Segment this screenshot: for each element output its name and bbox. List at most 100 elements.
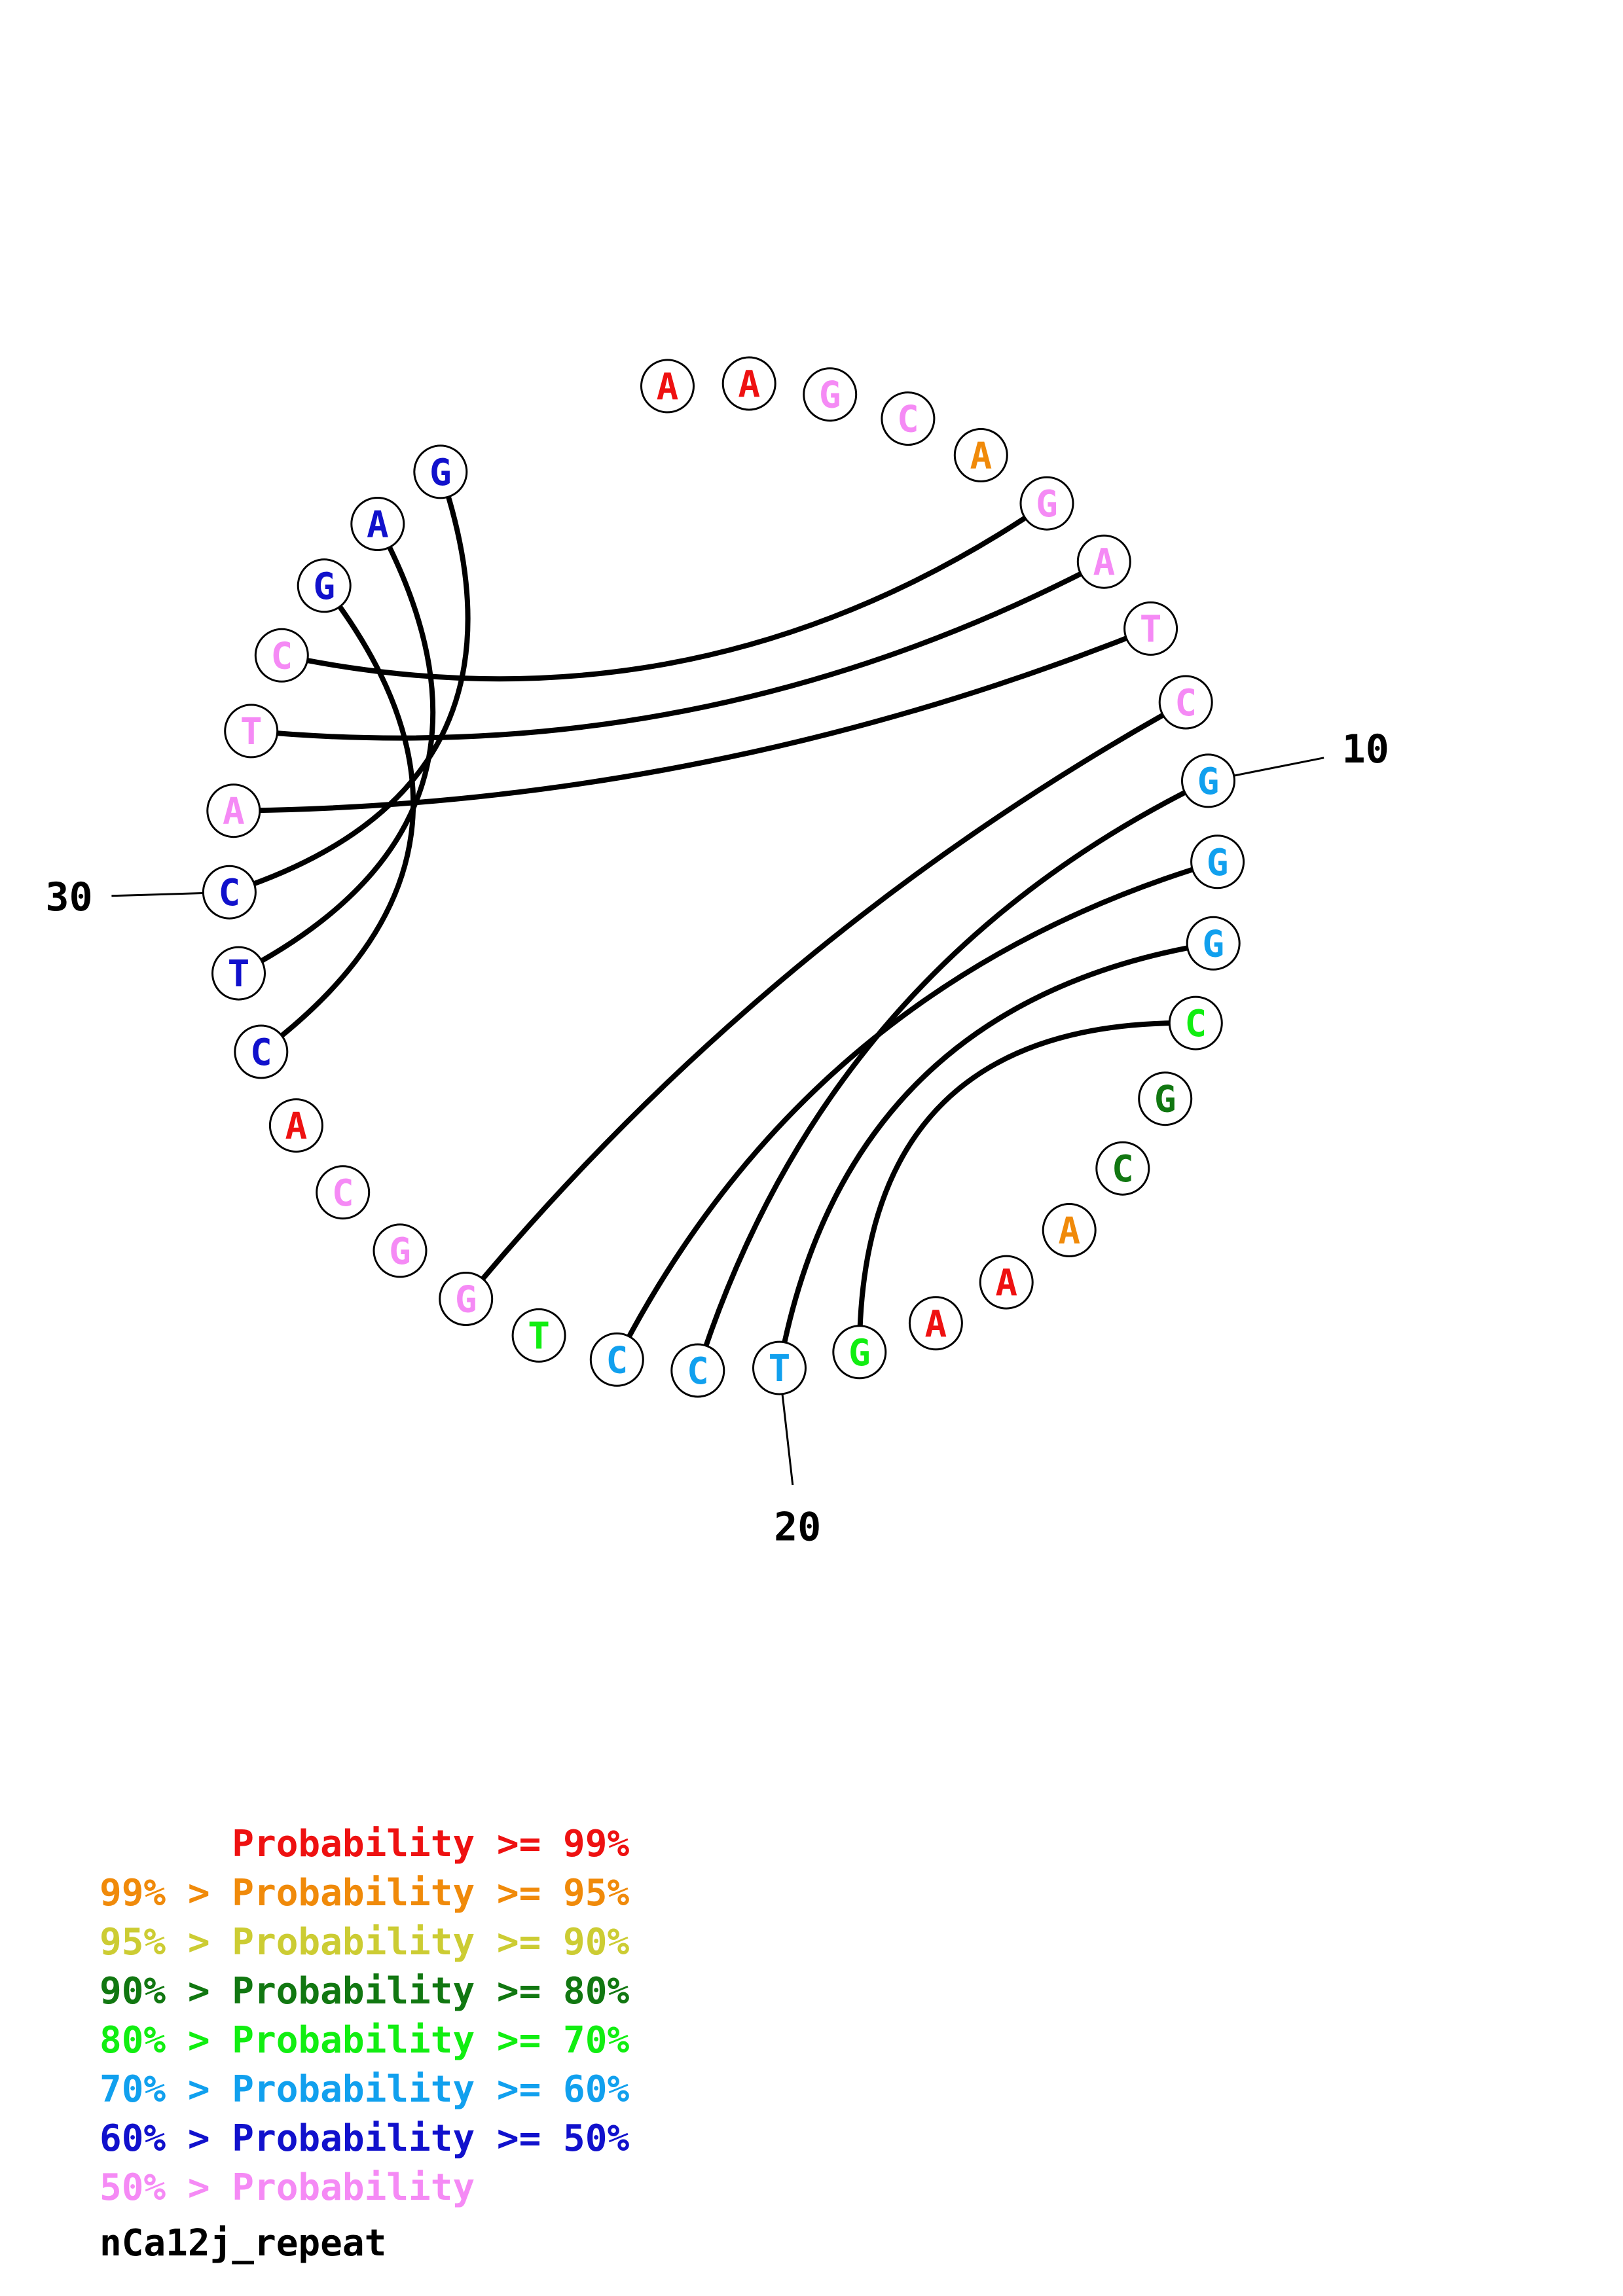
position-ticks: 10 20 30 xyxy=(45,726,1389,1551)
nucleotide-18: A xyxy=(908,1296,963,1351)
nucleotide-16: A xyxy=(1042,1203,1097,1257)
nucleotide-base: C xyxy=(332,1172,354,1215)
pairing-arcs xyxy=(228,471,1218,1372)
position-label-20: 20 xyxy=(774,1505,821,1551)
pair-arc-12-20 xyxy=(776,941,1214,1369)
nucleotide-36: G xyxy=(413,444,468,499)
nucleotide-circle xyxy=(316,1165,371,1220)
nucleotide-base: C xyxy=(1184,1003,1207,1045)
nucleotide-17: A xyxy=(979,1255,1034,1310)
nucleotide-30: C xyxy=(202,865,257,920)
nucleotide-circle xyxy=(224,704,279,759)
nucleotide-circle xyxy=(206,783,261,838)
nucleotide-base: G xyxy=(848,1332,871,1374)
pair-arc-13-19 xyxy=(856,1020,1196,1352)
pair-arc-8-31 xyxy=(233,626,1152,814)
nucleotide-circle xyxy=(1158,675,1213,730)
nucleotide-circle xyxy=(589,1332,644,1387)
nucleotide-base: G xyxy=(819,374,841,417)
nucleotide-33: C xyxy=(254,628,309,683)
nucleotide-circle xyxy=(1076,534,1131,589)
nucleotide-circle xyxy=(1095,1141,1150,1196)
nucleotide-base: G xyxy=(313,565,335,608)
nucleotide-base: A xyxy=(285,1105,308,1148)
nucleotide-27: A xyxy=(268,1098,323,1153)
sequence-name: nCa12j_repeat xyxy=(100,2222,387,2265)
pair-arc-30-36 xyxy=(228,471,471,895)
nucleotide-circle xyxy=(1168,996,1223,1050)
nucleotide-base: A xyxy=(223,791,245,833)
nucleotide-28: C xyxy=(234,1024,289,1079)
nucleotide-base: A xyxy=(738,363,760,406)
nucleotide-35: A xyxy=(350,497,405,551)
pair-arc-29-35 xyxy=(237,522,436,976)
pair-arc-9-24 xyxy=(464,700,1188,1301)
nucleotide-circle xyxy=(1019,476,1074,531)
nucleotide-circle xyxy=(1190,834,1245,889)
nucleotide-circle xyxy=(268,1098,323,1153)
nucleotide-base: G xyxy=(1202,923,1224,965)
nucleotide-circle xyxy=(721,356,776,411)
nucleotide-23: T xyxy=(511,1308,566,1363)
pair-arc-11-22 xyxy=(614,859,1218,1361)
nucleotide-3: G xyxy=(803,367,858,422)
nucleotide-circle xyxy=(1186,916,1241,971)
nucleotide-circle xyxy=(1138,1071,1193,1126)
nucleotide-circle xyxy=(350,497,405,551)
nucleotide-31: A xyxy=(206,783,261,838)
nucleotide-base: C xyxy=(250,1031,272,1074)
nucleotide-circle xyxy=(640,359,695,414)
nucleotide-base: T xyxy=(528,1315,550,1357)
nucleotide-circle xyxy=(881,391,936,446)
legend-row-4: 80% > Probability >= 70% xyxy=(100,2019,630,2062)
legend-row-0: Probability >= 99% xyxy=(100,1823,630,1865)
nucleotide-base: A xyxy=(995,1262,1017,1304)
nucleotide-circle xyxy=(908,1296,963,1351)
nucleotide-base: A xyxy=(925,1303,947,1346)
nucleotide-base: G xyxy=(1197,761,1220,803)
nucleotide-12: G xyxy=(1186,916,1241,971)
nucleotide-base: A xyxy=(367,504,389,547)
nucleotide-circle xyxy=(511,1308,566,1363)
legend-row-6: 60% > Probability >= 50% xyxy=(100,2117,630,2160)
nucleotide-circle xyxy=(1181,753,1235,808)
nucleotide-22: C xyxy=(589,1332,644,1387)
nucleotide-circle xyxy=(211,946,266,1001)
nucleotide-base: T xyxy=(240,711,263,753)
nucleotide-circle xyxy=(832,1325,887,1380)
nucleotide-19: G xyxy=(832,1325,887,1380)
nucleotide-base: A xyxy=(970,435,992,478)
nucleotide-circle xyxy=(1042,1203,1097,1257)
nucleotide-base: C xyxy=(606,1339,628,1382)
nucleotide-circle xyxy=(373,1223,428,1278)
nucleotide-circle xyxy=(234,1024,289,1079)
position-label-30: 30 xyxy=(45,874,92,920)
nucleotide-34: G xyxy=(297,558,352,613)
nucleotide-base: C xyxy=(219,872,241,914)
nucleotide-base: T xyxy=(1140,608,1162,651)
nucleotide-base: T xyxy=(228,953,250,996)
nucleotide-circle xyxy=(413,444,468,499)
nucleotide-base: G xyxy=(455,1279,477,1321)
nucleotide-14: G xyxy=(1138,1071,1193,1126)
nucleotide-29: T xyxy=(211,946,266,1001)
nucleotide-circle xyxy=(670,1343,725,1398)
nucleotide-21: C xyxy=(670,1343,725,1398)
nucleotide-32: T xyxy=(224,704,279,759)
nucleotide-15: C xyxy=(1095,1141,1150,1196)
nucleotide-circle xyxy=(254,628,309,683)
nucleotide-base: G xyxy=(1154,1079,1176,1121)
nucleotide-circle xyxy=(1123,601,1178,656)
nucleotide-circle xyxy=(953,428,1008,482)
legend-row-1: 99% > Probability >= 95% xyxy=(100,1872,630,1914)
nucleotide-circle xyxy=(297,558,352,613)
position-label-10: 10 xyxy=(1342,726,1389,772)
nucleotide-7: A xyxy=(1076,534,1131,589)
nucleotide-base: A xyxy=(1058,1210,1080,1253)
nucleotide-circle xyxy=(752,1340,807,1395)
pair-arc-6-33 xyxy=(281,501,1049,682)
nucleotide-25: G xyxy=(373,1223,428,1278)
nucleotide-base: C xyxy=(270,635,293,677)
pair-arc-7-32 xyxy=(251,559,1106,741)
